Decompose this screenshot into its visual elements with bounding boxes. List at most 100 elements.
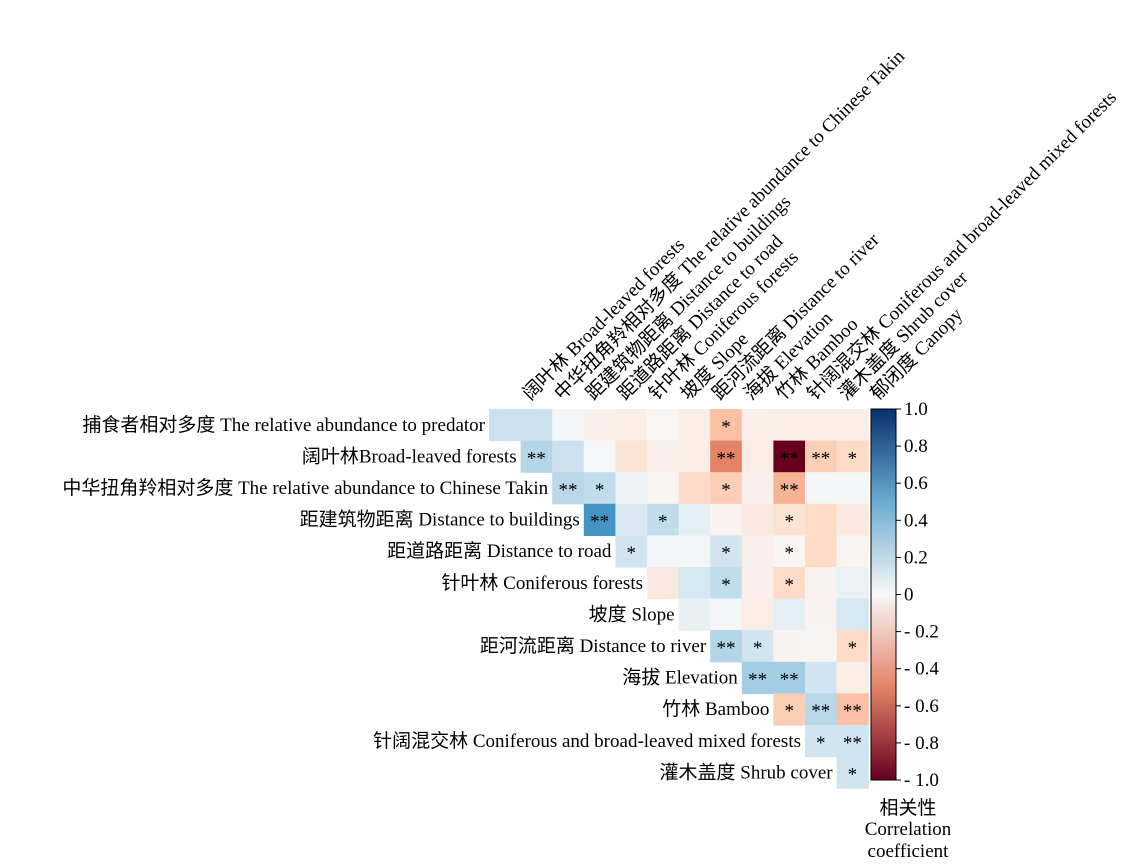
- significance-markers: *** ** ** ** *** * * **** * ** * ** *** * *** *** ** *** *…: [527, 417, 862, 786]
- heatmap-cell: [836, 535, 869, 568]
- heatmap-cell: [710, 409, 743, 442]
- heatmap-cell: [836, 503, 869, 536]
- significance-marker: *: [848, 448, 858, 469]
- row-labels: 捕食者相对多度 The relative abundance to predat…: [62, 414, 833, 784]
- significance-marker: **: [748, 670, 767, 691]
- heatmap-cell: [710, 567, 743, 600]
- colorbar-ticks: 1.0 0.8 0.6 0.4 0.2 0 - 0.2 - 0.4 - 0.6 - 0.8 - 1.…: [896, 399, 939, 791]
- heatmap-cell: [836, 472, 869, 505]
- significance-marker: *: [848, 764, 858, 785]
- heatmap-cell: [552, 409, 585, 442]
- heatmap-cell: [615, 503, 648, 536]
- significance-marker: *: [595, 480, 605, 501]
- row-label: 海拔 Elevation: [622, 667, 738, 689]
- colorbar-tick-label: - 0.2: [904, 622, 939, 643]
- heatmap-cell: [836, 661, 869, 694]
- significance-marker: *: [753, 638, 763, 659]
- significance-marker: **: [590, 512, 609, 533]
- colorbar-tick-label: 0.4: [904, 510, 928, 531]
- heatmap-cell: [805, 661, 838, 694]
- heatmap-cell: [583, 440, 616, 473]
- heatmap-cell: [741, 409, 774, 442]
- heatmap-cell: [647, 503, 680, 536]
- significance-marker: *: [816, 733, 826, 754]
- significance-marker: *: [784, 512, 794, 533]
- heatmap-cell: [678, 598, 711, 631]
- colorbar-tick-label: 0.8: [904, 436, 928, 457]
- heatmap-cell: [773, 472, 806, 505]
- heatmap-cell: [710, 630, 743, 663]
- heatmap-cell: [678, 440, 711, 473]
- row-label: 距建筑物距离 Distance to buildings: [300, 509, 580, 531]
- heatmap-cell: [741, 503, 774, 536]
- colorbar-tick-label: - 0.4: [904, 659, 939, 680]
- heatmap-cell: [741, 598, 774, 631]
- heatmap-cell: [615, 409, 648, 442]
- significance-marker: *: [658, 512, 668, 533]
- significance-marker: **: [843, 733, 862, 754]
- significance-marker: *: [721, 480, 731, 501]
- heatmap-cell: [489, 409, 522, 442]
- heatmap-cell: [773, 630, 806, 663]
- heatmap-cell: [741, 567, 774, 600]
- significance-marker: **: [527, 448, 546, 469]
- significance-marker: *: [721, 543, 731, 564]
- heatmap-cell: [836, 409, 869, 442]
- row-label: 灌木盖度 Shrub cover: [660, 761, 834, 783]
- significance-marker: **: [811, 448, 830, 469]
- significance-marker: **: [843, 701, 862, 722]
- colorbar-title-cn: 相关性: [879, 797, 936, 819]
- heatmap-cell: [678, 503, 711, 536]
- heatmap-cell: [773, 409, 806, 442]
- colorbar-title-en-1: Correlation: [865, 819, 952, 840]
- heatmap-cell: [805, 440, 838, 473]
- significance-marker: **: [780, 480, 799, 501]
- significance-marker: **: [717, 448, 736, 469]
- heatmap-cell: [773, 598, 806, 631]
- colorbar-tick-label: - 1.0: [904, 770, 939, 791]
- heatmap-cell: [805, 630, 838, 663]
- heatmap-cell: [773, 535, 806, 568]
- significance-marker: *: [721, 575, 731, 596]
- heatmap-cell: [741, 630, 774, 663]
- colorbar-gradient: [870, 408, 897, 781]
- heatmap-cell: [710, 472, 743, 505]
- significance-marker: *: [784, 543, 794, 564]
- heatmap-cell: [836, 725, 869, 758]
- heatmap-cells: [489, 409, 869, 789]
- heatmap-cell: [805, 535, 838, 568]
- colorbar-tick-label: - 0.8: [904, 733, 939, 754]
- colorbar-tick-label: 0: [904, 585, 914, 606]
- heatmap-cell: [741, 661, 774, 694]
- significance-marker: *: [626, 543, 636, 564]
- heatmap-cell: [552, 472, 585, 505]
- heatmap-cell: [773, 567, 806, 600]
- row-label: 坡度 Slope: [589, 603, 675, 625]
- heatmap-cell: [647, 440, 680, 473]
- heatmap-cell: [805, 472, 838, 505]
- heatmap-cell: [773, 661, 806, 694]
- significance-marker: **: [780, 448, 799, 469]
- heatmap-cell: [678, 567, 711, 600]
- colorbar-tick-label: 1.0: [904, 399, 928, 420]
- heatmap-cell: [805, 598, 838, 631]
- heatmap-cell: [773, 693, 806, 726]
- heatmap-cell: [805, 503, 838, 536]
- heatmap-cell: [710, 535, 743, 568]
- colorbar-title-en-2: coefficient: [868, 841, 950, 862]
- significance-marker: **: [717, 638, 736, 659]
- heatmap-cell: [741, 535, 774, 568]
- colorbar: 1.0 0.8 0.6 0.4 0.2 0 - 0.2 - 0.4 - 0.6 - 0.8 - 1.…: [865, 399, 952, 862]
- heatmap-cell: [520, 409, 553, 442]
- significance-marker: **: [811, 701, 830, 722]
- heatmap-cell: [678, 472, 711, 505]
- significance-marker: **: [780, 670, 799, 691]
- heatmap-cell: [583, 409, 616, 442]
- colorbar-tick-label: - 0.6: [904, 696, 939, 717]
- colorbar-tick-label: 0.6: [904, 473, 928, 494]
- row-label: 距道路距离 Distance to road: [387, 540, 612, 562]
- heatmap-cell: [741, 472, 774, 505]
- heatmap-cell: [678, 409, 711, 442]
- row-label: 针叶林 Coniferous forests: [441, 572, 643, 594]
